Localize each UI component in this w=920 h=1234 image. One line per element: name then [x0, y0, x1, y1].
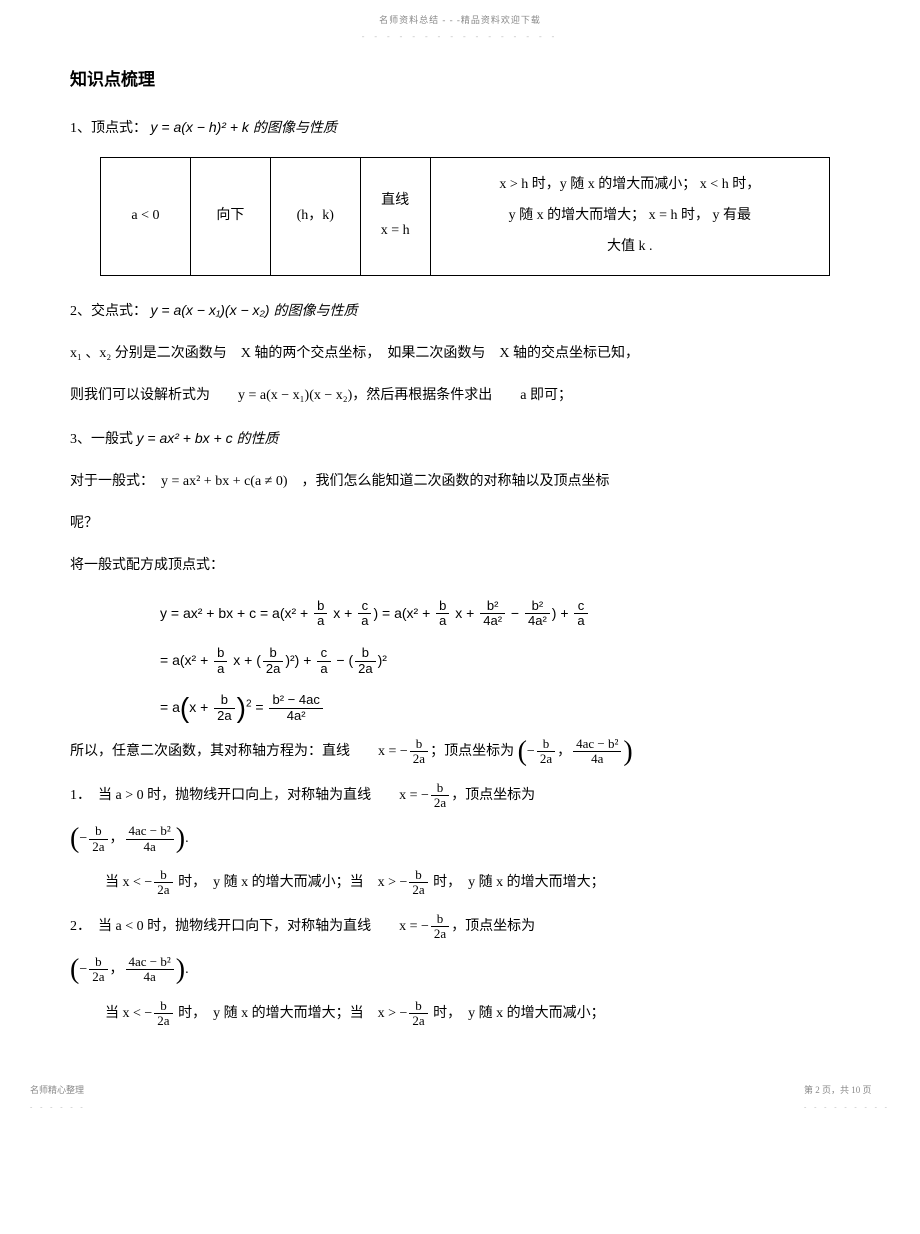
deriv-line2: = a(x² + ba x + (b2a)²) + ca − (b2a)² — [160, 641, 850, 680]
behavior-line3: 大值 k . — [607, 239, 653, 254]
axis-line2: x = h — [381, 223, 410, 238]
case1-p2: 当 x < −b2a 时， y 随 x 的增大而减小；当 x > −b2a 时，… — [105, 868, 850, 898]
case2-vertex: (−b2a，4ac − b²4a). — [70, 955, 850, 985]
item1-label: 1、顶点式： — [70, 121, 147, 136]
item3-label: 3、一般式 — [70, 432, 133, 447]
table-row: a < 0 向下 (h，k) 直线 x = h x > h 时，y 随 x 的增… — [101, 158, 830, 275]
item3-p1: 对于一般式： y = ax² + bx + c(a ≠ 0) ，我们怎么能知道二… — [70, 468, 850, 496]
footer-right: 第 2 页，共 10 页 - - - - - - - - - — [804, 1082, 890, 1114]
property-table: a < 0 向下 (h，k) 直线 x = h x > h 时，y 随 x 的增… — [100, 157, 830, 275]
item3-p2: 呢？ — [70, 510, 850, 538]
behavior-line1: x > h 时，y 随 x 的增大而减小； x < h 时， — [499, 177, 760, 192]
case2-p1: 2． 当 a < 0 时，抛物线开口向下，对称轴为直线 x = −b2a，顶点坐… — [70, 912, 850, 942]
footer-left-text: 名师精心整理 — [30, 1085, 84, 1095]
behavior-line2: y 随 x 的增大而增大； x = h 时， y 有最 — [509, 208, 751, 223]
deriv-line1: y = ax² + bx + c = a(x² + ba x + ca) = a… — [160, 594, 850, 633]
item2: 2、交点式： y = a(x − x₁)(x − x₂) 的图像与性质 — [70, 296, 850, 326]
cell-a: a < 0 — [101, 158, 191, 275]
item2-p2: 则我们可以设解析式为 y = a(x − x₁)(x − x₂)，然后再根据条件… — [70, 382, 850, 410]
item1-formula: y = a(x − h)² + k 的图像与性质 — [151, 119, 337, 135]
deriv-line3: = a(x + b2a)2 = b² − 4ac4a² — [160, 688, 850, 727]
axis-line1: 直线 — [381, 193, 409, 208]
footer-left: 名师精心整理 - - - - - - — [30, 1082, 86, 1114]
case1-p1: 1． 当 a > 0 时，抛物线开口向上，对称轴为直线 x = −b2a，顶点坐… — [70, 781, 850, 811]
footer-left-dots: - - - - - - — [30, 1103, 86, 1111]
item2-p1: x₁ 、x₂ 分别是二次函数与 X 轴的两个交点坐标， 如果二次函数与 X 轴的… — [70, 340, 850, 368]
footer-right-text: 第 2 页，共 10 页 — [804, 1085, 872, 1095]
header-text: 名师资料总结 - - -精品资料欢迎下载 — [379, 15, 541, 25]
case2-p2: 当 x < −b2a 时， y 随 x 的增大而增大；当 x > −b2a 时，… — [105, 999, 850, 1029]
derivation-block: y = ax² + bx + c = a(x² + ba x + ca) = a… — [160, 594, 850, 728]
item3: 3、一般式 y = ax² + bx + c 的性质 — [70, 424, 850, 454]
content-area: 知识点梳理 1、顶点式： y = a(x − h)² + k 的图像与性质 a … — [0, 45, 920, 1083]
item2-label: 2、交点式： — [70, 304, 147, 319]
page-footer: 名师精心整理 - - - - - - 第 2 页，共 10 页 - - - - … — [0, 1082, 920, 1129]
page-header: 名师资料总结 - - -精品资料欢迎下载 - - - - - - - - - -… — [0, 0, 920, 45]
item3-p3: 将一般式配方成顶点式： — [70, 552, 850, 580]
cell-behavior: x > h 时，y 随 x 的增大而减小； x < h 时， y 随 x 的增大… — [430, 158, 829, 275]
item1: 1、顶点式： y = a(x − h)² + k 的图像与性质 — [70, 113, 850, 143]
case1-vertex: (−b2a，4ac − b²4a). — [70, 824, 850, 854]
header-dots: - - - - - - - - - - - - - - - - — [362, 32, 559, 41]
item3-formula: y = ax² + bx + c 的性质 — [137, 430, 279, 446]
cell-axis: 直线 x = h — [360, 158, 430, 275]
cell-vertex: (h，k) — [270, 158, 360, 275]
cell-direction: 向下 — [190, 158, 270, 275]
conclusion: 所以，任意二次函数，其对称轴方程为：直线 x = −b2a；顶点坐标为 (−b2… — [70, 737, 850, 767]
footer-right-dots: - - - - - - - - - — [804, 1103, 890, 1111]
item2-formula: y = a(x − x₁)(x − x₂) 的图像与性质 — [151, 302, 358, 318]
section-title: 知识点梳理 — [70, 65, 850, 96]
